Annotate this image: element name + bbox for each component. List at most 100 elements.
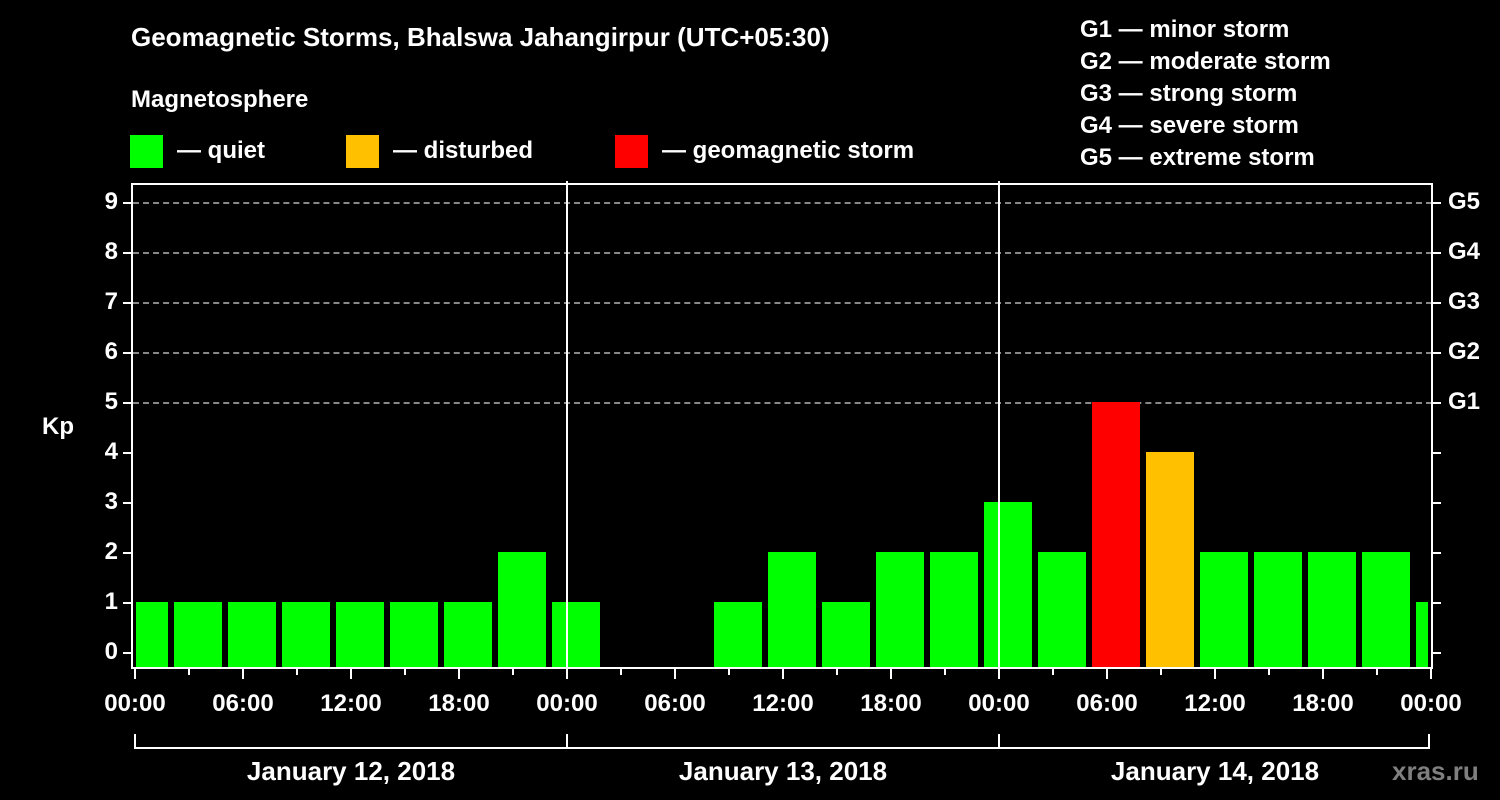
y-tick-label: 4 — [104, 438, 118, 465]
x-tick-minor — [944, 668, 946, 675]
x-tick-minor — [1160, 668, 1162, 675]
kp-bar — [336, 602, 384, 667]
x-tick-minor — [296, 668, 298, 675]
kp-bar — [282, 602, 330, 667]
gridline — [133, 202, 1432, 204]
y-tick-label: 8 — [104, 238, 118, 265]
y-tick-right — [1432, 352, 1441, 354]
y-tick-right — [1432, 552, 1441, 554]
legend-disturbed: — disturbed — [346, 134, 533, 168]
x-tick-major — [458, 668, 460, 679]
y-axis-label: Kp — [42, 413, 74, 440]
legend-label: — quiet — [177, 137, 265, 164]
x-tick-major — [1430, 668, 1432, 679]
x-tick-label: 18:00 — [428, 690, 490, 717]
disturbed-swatch — [346, 134, 379, 168]
y-tick — [123, 602, 132, 604]
x-tick-minor — [836, 668, 838, 675]
gridline — [133, 252, 1432, 254]
x-tick-minor — [620, 668, 622, 675]
x-tick-major — [1106, 668, 1108, 679]
x-tick-label: 12:00 — [752, 690, 814, 717]
y-tick-right — [1432, 452, 1441, 454]
kp-bar — [228, 602, 276, 667]
g-scale-item: G1 — minor storm — [1080, 16, 1290, 43]
x-tick-label: 06:00 — [1076, 690, 1138, 717]
y-tick — [123, 252, 132, 254]
legend-storm: — geomagnetic storm — [615, 134, 914, 168]
x-tick-major — [350, 668, 352, 679]
y-tick — [123, 502, 132, 504]
kp-bar — [1200, 552, 1248, 667]
kp-bar — [136, 602, 168, 667]
y-tick-label: 9 — [104, 188, 118, 215]
y-tick — [123, 652, 132, 654]
chart-title: Geomagnetic Storms, Bhalswa Jahangirpur … — [131, 22, 830, 52]
legend-heading: Magnetosphere — [131, 86, 309, 113]
x-tick-minor — [404, 668, 406, 675]
y-tick — [123, 552, 132, 554]
g-tick-label: G3 — [1448, 288, 1481, 315]
brand-watermark: xras.ru — [1392, 756, 1479, 786]
y-tick-label: 0 — [104, 638, 118, 665]
g-scale-item: G4 — severe storm — [1080, 112, 1299, 139]
day-bracket-tick — [566, 734, 568, 749]
x-tick-label: 12:00 — [1184, 690, 1246, 717]
y-tick-right — [1432, 202, 1441, 204]
gridline — [133, 302, 1432, 304]
day-divider — [566, 181, 568, 668]
x-tick-major — [890, 668, 892, 679]
legend-label: — disturbed — [393, 137, 534, 164]
y-tick-label: 2 — [104, 538, 118, 565]
kp-bar — [1092, 402, 1140, 667]
day-bracket — [134, 747, 1430, 749]
x-tick-major — [998, 668, 1000, 679]
kp-bar — [1254, 552, 1302, 667]
y-tick — [123, 402, 132, 404]
x-tick-minor — [1376, 668, 1378, 675]
kp-bar — [1146, 452, 1194, 667]
day-divider — [998, 181, 1000, 668]
x-tick-minor — [1052, 668, 1054, 675]
kp-bar — [984, 502, 1032, 667]
kp-bar — [552, 602, 600, 667]
kp-bar — [930, 552, 978, 667]
x-tick-label: 18:00 — [860, 690, 922, 717]
y-tick-label: 7 — [104, 288, 118, 315]
y-tick — [123, 202, 132, 204]
kp-bar — [444, 602, 492, 667]
legend-quiet: — quiet — [130, 134, 265, 168]
kp-bar — [876, 552, 924, 667]
y-tick-right — [1432, 602, 1441, 604]
kp-bar — [1416, 602, 1428, 667]
kp-bar — [498, 552, 546, 667]
x-tick-label: 00:00 — [1400, 690, 1462, 717]
g-tick-label: G2 — [1448, 338, 1481, 365]
x-tick-minor — [1268, 668, 1270, 675]
x-tick-label: 06:00 — [212, 690, 274, 717]
y-tick-right — [1432, 302, 1441, 304]
x-tick-label: 00:00 — [536, 690, 598, 717]
day-bracket-tick — [1428, 734, 1430, 749]
g-scale-item: G5 — extreme storm — [1080, 144, 1315, 171]
kp-bar — [1362, 552, 1410, 667]
x-tick-minor — [512, 668, 514, 675]
kp-bar — [714, 602, 762, 667]
y-tick-label: 3 — [104, 488, 118, 515]
kp-bar — [174, 602, 222, 667]
y-tick-right — [1432, 252, 1441, 254]
g-tick-label: G1 — [1448, 388, 1481, 415]
x-tick-label: 06:00 — [644, 690, 706, 717]
plot-frame — [131, 183, 1433, 669]
day-bracket-tick — [998, 734, 1000, 749]
y-tick-right — [1432, 502, 1441, 504]
g-scale-item: G2 — moderate storm — [1080, 48, 1331, 75]
y-tick-label: 6 — [104, 338, 118, 365]
y-tick-label: 1 — [104, 588, 118, 615]
quiet-swatch — [130, 134, 163, 168]
g-scale-item: G3 — strong storm — [1080, 80, 1298, 107]
y-tick — [123, 452, 132, 454]
gridline — [133, 402, 1432, 404]
x-tick-label: 12:00 — [320, 690, 382, 717]
x-tick-major — [566, 668, 568, 679]
